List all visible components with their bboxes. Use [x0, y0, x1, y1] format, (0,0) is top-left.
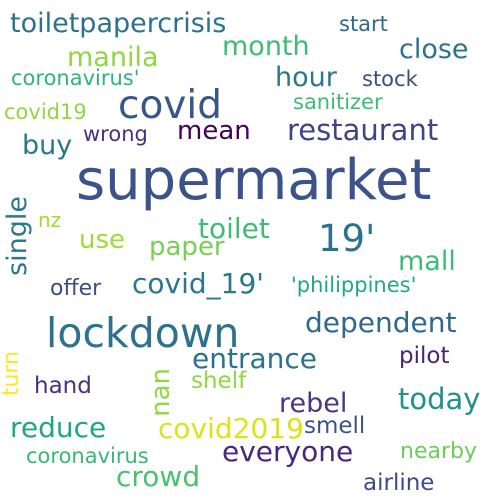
word-offer: offer: [50, 276, 102, 301]
word-philippines: 'philippines': [291, 273, 417, 297]
word-nan: nan: [146, 368, 176, 417]
word-start: start: [339, 12, 388, 36]
word-paper: paper: [149, 232, 225, 262]
word-close: close: [399, 34, 469, 65]
word-nearby: nearby: [400, 439, 477, 464]
word-reduce: reduce: [10, 411, 107, 444]
word-smell: smell: [304, 413, 366, 439]
word-covid-19: covid_19': [132, 267, 264, 300]
word-supermarket: supermarket: [76, 148, 432, 213]
word-everyone: everyone: [222, 435, 354, 468]
word-covid19: covid19: [4, 100, 87, 124]
word-month: month: [222, 31, 310, 62]
word-nz: nz: [38, 208, 62, 232]
word-covid: covid: [118, 83, 222, 128]
word-wrong: wrong: [83, 122, 148, 146]
word-toilet: toilet: [198, 212, 270, 245]
word-shelf: shelf: [191, 368, 247, 394]
word-entrance: entrance: [192, 342, 317, 375]
word-crowd: crowd: [116, 460, 201, 493]
word-lockdown: lockdown: [46, 309, 240, 357]
word-restaurant: restaurant: [287, 113, 439, 147]
word-stock: stock: [362, 67, 418, 91]
word-single: single: [2, 196, 33, 276]
word-hand: hand: [34, 373, 92, 399]
word-coronavirus-quoted: coronavirus': [11, 66, 140, 90]
word-mall: mall: [398, 246, 456, 277]
word-sanitizer: sanitizer: [293, 90, 383, 114]
word-mean: mean: [177, 116, 251, 146]
word-rebel: rebel: [279, 388, 348, 419]
word-use: use: [79, 225, 126, 255]
word-pilot: pilot: [399, 343, 450, 369]
word-dependent: dependent: [305, 306, 457, 339]
word-manila: manila: [67, 42, 159, 73]
word-19: 19': [318, 217, 376, 260]
word-hour: hour: [275, 62, 337, 93]
word-airline: airline: [363, 470, 435, 496]
word-today: today: [398, 382, 481, 416]
word-covid2019: covid2019: [158, 412, 304, 445]
word-buy: buy: [22, 130, 73, 161]
word-toiletpapercrisis: toiletpapercrisis: [10, 8, 227, 39]
word-coronavirus: coronavirus: [26, 444, 149, 468]
word-turn: turn: [0, 351, 24, 397]
